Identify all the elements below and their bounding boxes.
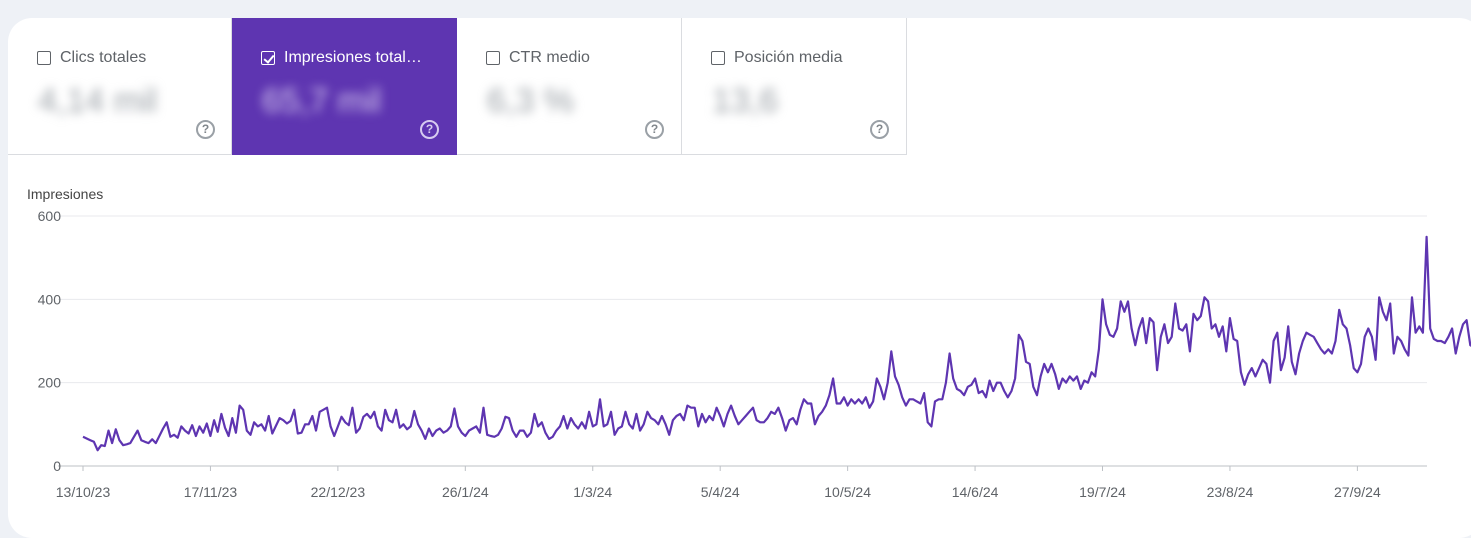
x-tick-label: 13/10/23 <box>56 484 111 500</box>
impressions-chart: Impresiones 0 200 400 600 13/10/23 17/11/23 22… <box>27 186 1471 500</box>
tile-value: 6,3 % <box>487 82 574 120</box>
x-tick-label: 10/5/24 <box>824 484 871 500</box>
tile-head: CTR medio <box>486 49 590 67</box>
y-tick-label: 200 <box>38 375 62 391</box>
checkbox-ctr[interactable] <box>486 51 500 65</box>
x-tick-label: 27/9/24 <box>1334 484 1381 500</box>
help-icon[interactable]: ? <box>196 120 215 139</box>
tile-head: Impresiones total… <box>261 49 422 67</box>
series-line-impressions <box>82 235 1471 452</box>
x-tick-label: 14/6/24 <box>952 484 999 500</box>
x-tick-label: 26/1/24 <box>442 484 489 500</box>
checkbox-impressions[interactable] <box>261 51 275 65</box>
checkbox-position[interactable] <box>711 51 725 65</box>
y-axis-label: Impresiones <box>27 186 103 202</box>
tile-value: 13,6 <box>712 82 779 120</box>
tile-value: 65,7 mil <box>262 82 382 120</box>
metric-tile-position[interactable]: Posición media 13,6 ? <box>682 18 907 155</box>
checkbox-clicks[interactable] <box>37 51 51 65</box>
y-tick-label: 600 <box>38 208 62 224</box>
x-tick-label: 22/12/23 <box>311 484 366 500</box>
tile-head: Clics totales <box>37 49 146 67</box>
x-tick-label: 1/3/24 <box>573 484 612 500</box>
x-tick-label: 5/4/24 <box>701 484 740 500</box>
tile-label: Posición media <box>734 49 843 66</box>
help-icon[interactable]: ? <box>870 120 889 139</box>
x-tick-label: 23/8/24 <box>1207 484 1254 500</box>
y-tick-label: 400 <box>38 291 62 307</box>
y-tick-label: 0 <box>53 458 61 474</box>
metric-tile-impressions[interactable]: Impresiones total… 65,7 mil ? <box>232 18 457 155</box>
tile-label: Impresiones total… <box>284 49 422 66</box>
tile-label: CTR medio <box>509 49 590 66</box>
tile-value: 4,14 mil <box>38 82 158 120</box>
x-tick-label: 17/11/23 <box>184 484 238 500</box>
metric-tiles: Clics totales 4,14 mil ? Impresiones tot… <box>8 18 907 156</box>
help-icon[interactable]: ? <box>420 120 439 139</box>
metric-tile-ctr[interactable]: CTR medio 6,3 % ? <box>457 18 682 155</box>
tile-head: Posición media <box>711 49 843 67</box>
x-tick-label: 19/7/24 <box>1079 484 1126 500</box>
tile-label: Clics totales <box>60 49 147 66</box>
performance-card: Clics totales 4,14 mil ? Impresiones tot… <box>8 18 1471 538</box>
help-icon[interactable]: ? <box>645 120 664 139</box>
metric-tile-clicks[interactable]: Clics totales 4,14 mil ? <box>8 18 232 155</box>
